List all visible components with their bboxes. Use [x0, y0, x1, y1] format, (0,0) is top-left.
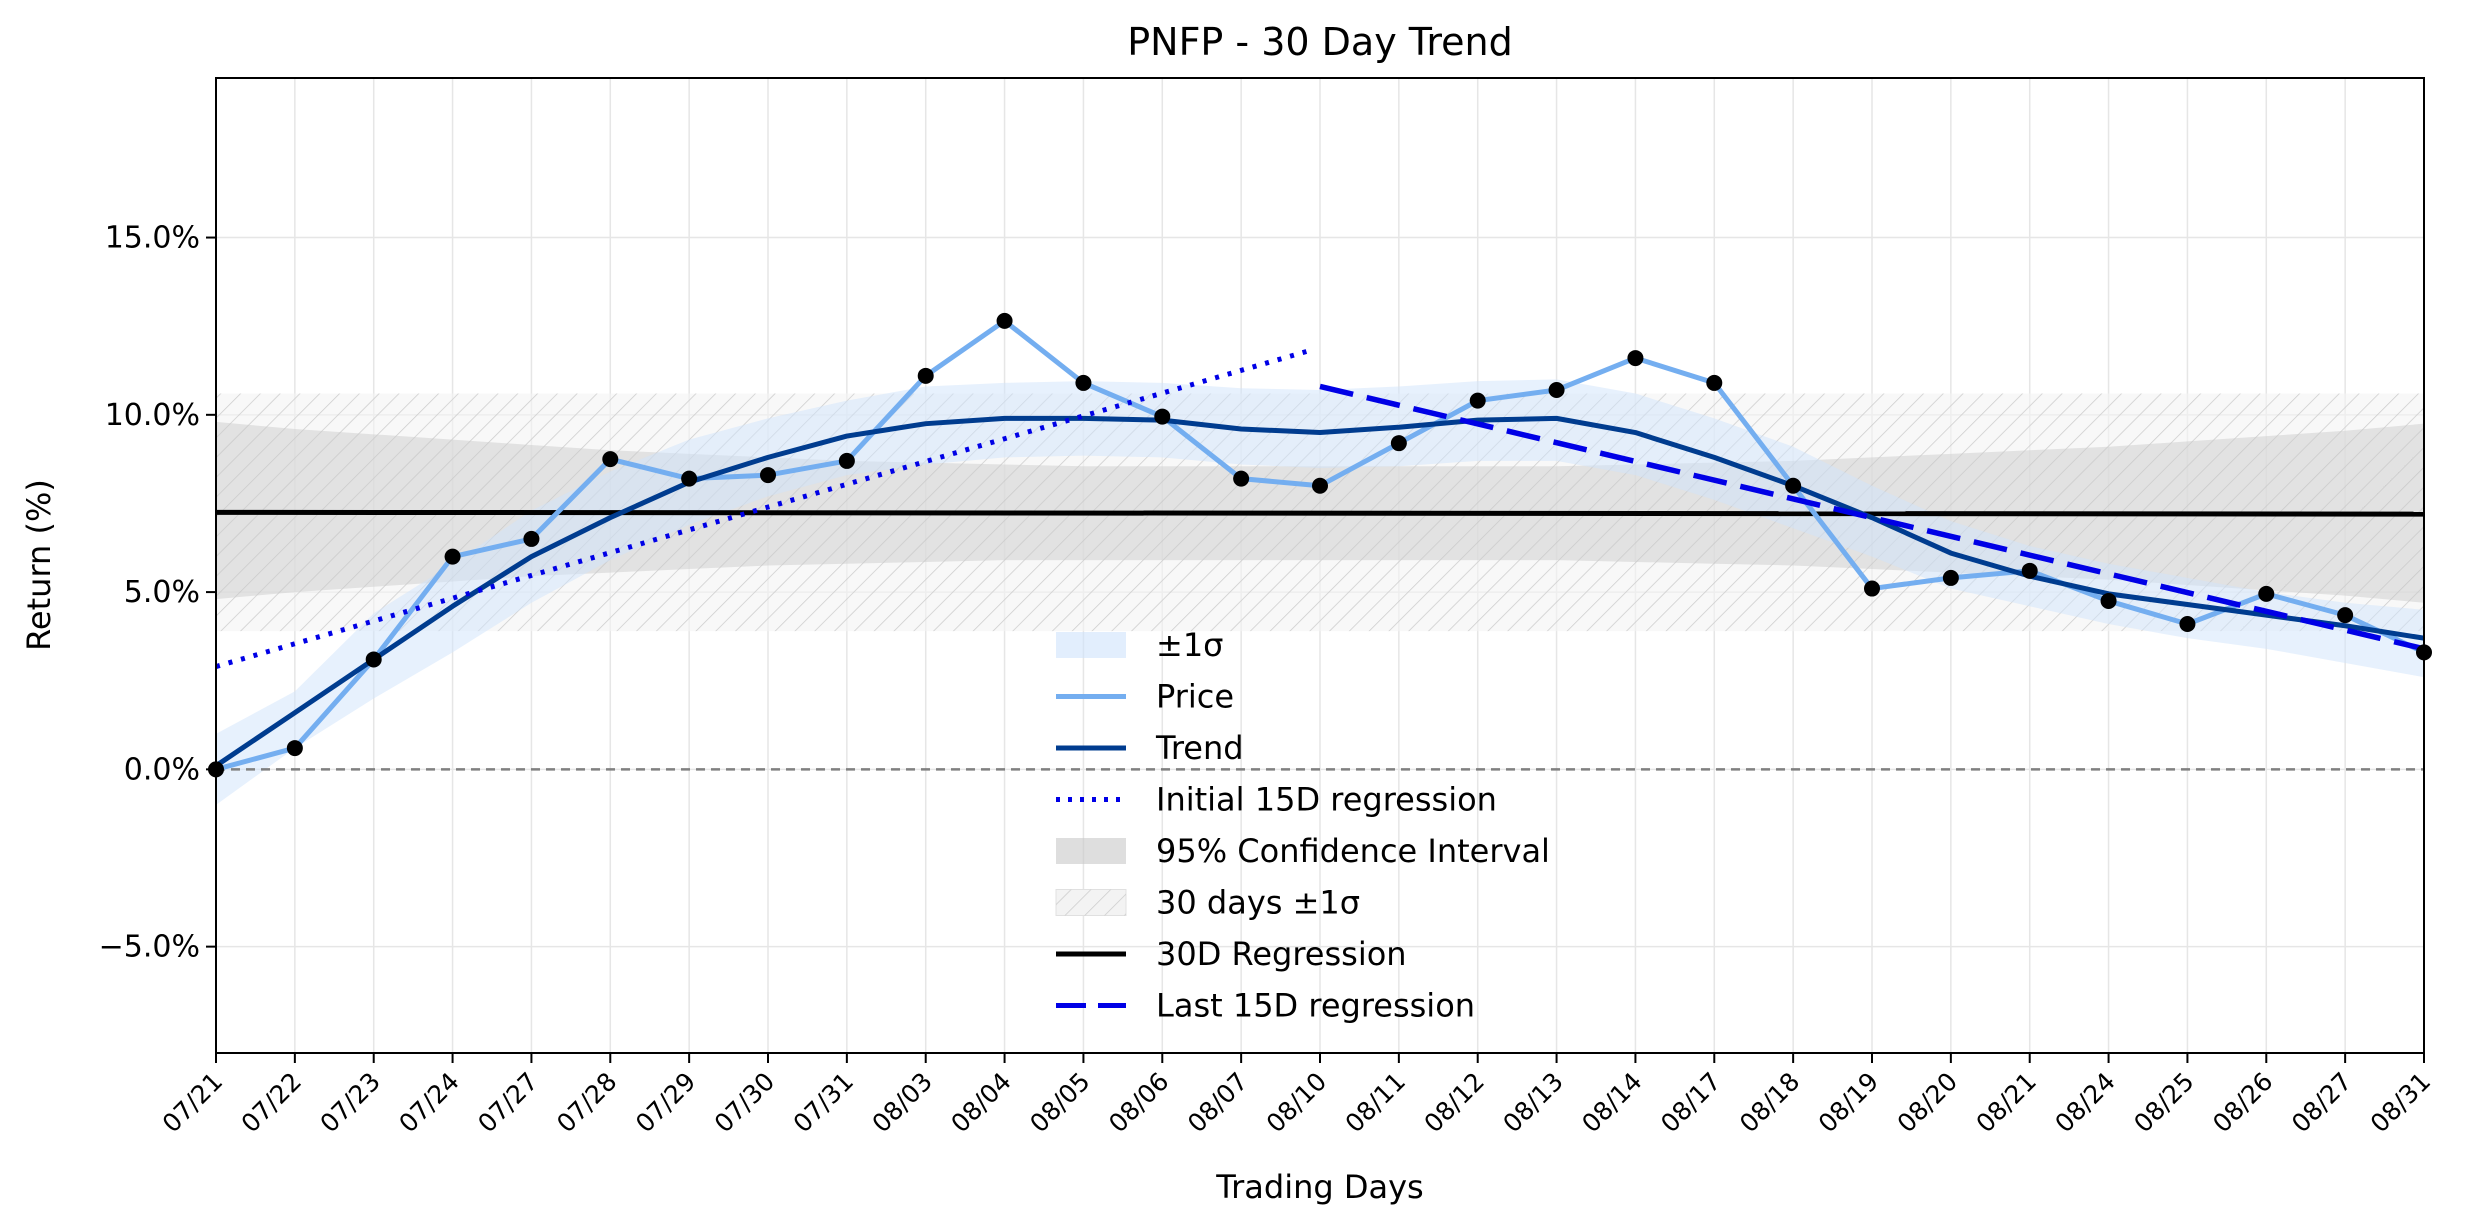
y-tick-label: 10.0%	[105, 398, 200, 433]
legend-label: ±1σ	[1156, 626, 1223, 664]
price-point	[1075, 374, 1092, 391]
legend-swatch	[1056, 632, 1126, 658]
series-trend-line	[216, 415, 2424, 768]
price-point	[760, 467, 776, 484]
price-point	[1390, 435, 1407, 452]
legend-label: 95% Confidence Interval	[1156, 832, 1550, 870]
price-point	[1706, 374, 1723, 391]
price-point	[917, 367, 934, 384]
legend-label: Trend	[1155, 729, 1244, 767]
y-tick-label: 5.0%	[124, 575, 200, 610]
price-point	[2179, 616, 2196, 632]
legend-label: Initial 15D regression	[1156, 781, 1497, 819]
band-sigma	[216, 379, 2424, 805]
price-point	[1942, 569, 1959, 586]
price-point	[838, 452, 855, 469]
legend-label: Price	[1156, 678, 1234, 716]
price-point	[2258, 585, 2275, 602]
price-point	[1233, 470, 1250, 487]
price-point	[1312, 477, 1328, 494]
legend-label: 30D Regression	[1156, 935, 1407, 973]
series-30d-regression	[216, 509, 2424, 517]
price-point	[2021, 562, 2038, 579]
price-point	[444, 548, 461, 565]
price-point	[523, 530, 540, 547]
x-axis-label: Trading Days	[1215, 1168, 1423, 1206]
y-tick-label: 0.0%	[124, 752, 200, 787]
series-last-15d-regression	[1319, 383, 2424, 652]
y-tick-label: 15.0%	[105, 221, 200, 256]
price-point	[365, 651, 382, 668]
price-point	[1785, 477, 1802, 494]
y-axis-label: Return (%)	[20, 479, 58, 651]
price-point	[1154, 408, 1171, 425]
price-point	[1548, 382, 1565, 398]
price-point	[286, 740, 303, 757]
price-point	[602, 451, 619, 468]
price-point	[1627, 350, 1644, 367]
price-point	[2100, 592, 2117, 609]
chart-title: PNFP - 30 Day Trend	[1127, 20, 1513, 64]
price-point	[996, 312, 1013, 329]
legend-swatch	[1056, 838, 1126, 864]
y-tick-label: −5.0%	[99, 930, 200, 965]
legend-label: 30 days ±1σ	[1156, 884, 1360, 922]
price-point	[681, 470, 698, 487]
price-point	[1469, 392, 1486, 409]
legend: ±1σ Price Trend Initial 15D regression 95% C…	[1055, 626, 1550, 1025]
price-point	[1864, 580, 1880, 597]
legend-swatch-hatch	[1056, 889, 1126, 916]
price-point	[2337, 607, 2354, 624]
y-axis: −5.0% 0.0% 5.0% 10.0% 15.0%	[99, 221, 216, 965]
legend-label: Last 15D regression	[1156, 987, 1475, 1025]
